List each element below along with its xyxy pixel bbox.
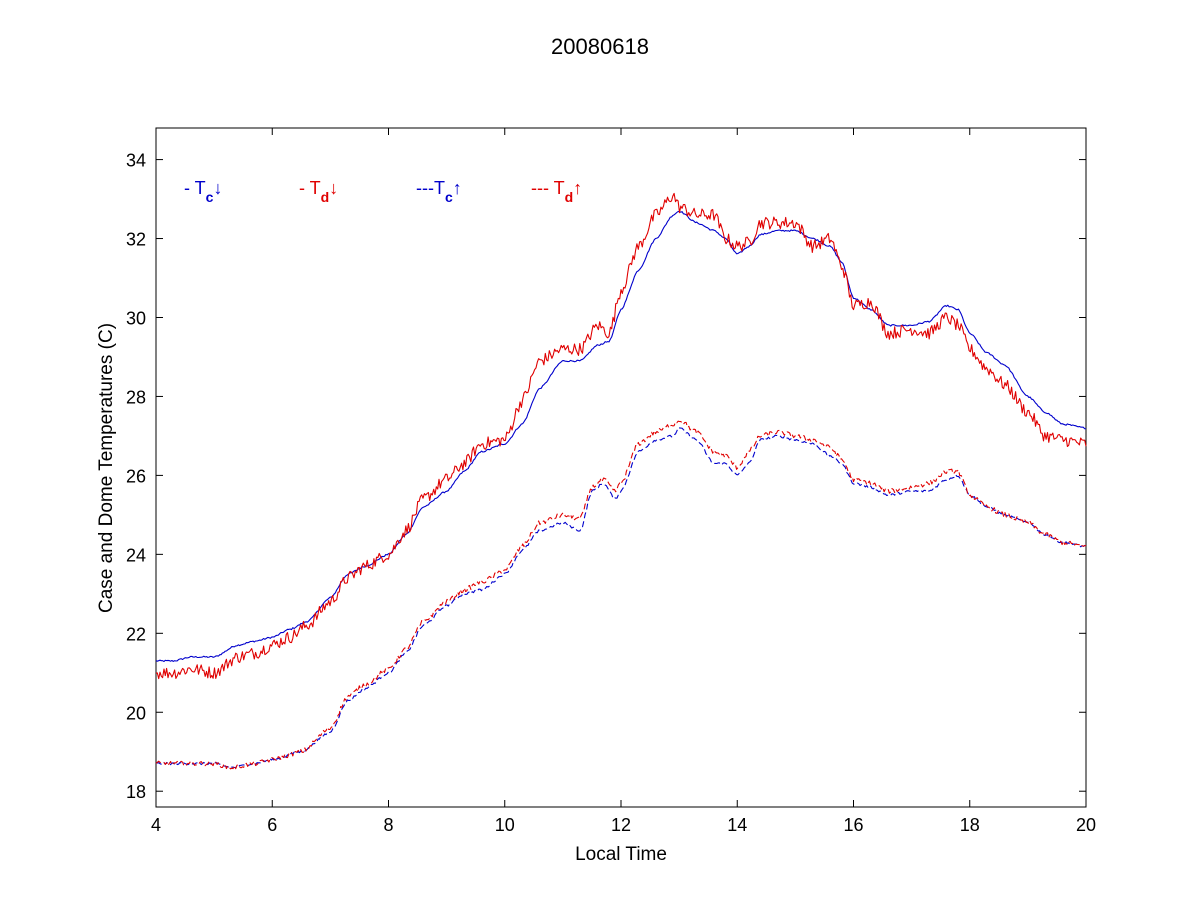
x-tick-label: 8	[383, 815, 393, 835]
x-tick-label: 20	[1076, 815, 1096, 835]
x-tick-label: 4	[151, 815, 161, 835]
y-tick-label: 30	[126, 308, 146, 328]
x-tick-label: 18	[960, 815, 980, 835]
y-tick-label: 34	[126, 151, 146, 171]
x-tick-label: 6	[267, 815, 277, 835]
legend-entry: ---Tc↑	[416, 178, 462, 205]
x-tick-label: 16	[843, 815, 863, 835]
series-layer	[155, 192, 1087, 770]
legend-entry: --- Td↑	[531, 178, 582, 205]
tick-layer: 4 6 8 10 12 14 16 18 20 18 20 22 24 26 28 30 32 34	[126, 128, 1096, 835]
y-tick-label: 26	[126, 466, 146, 486]
plot-frame	[155, 127, 1087, 808]
x-axis-label: Local Time	[575, 844, 667, 865]
x-tick-label: 14	[727, 815, 747, 835]
x-tick-label: 10	[495, 815, 515, 835]
series-line-tc_down	[155, 210, 1087, 663]
y-tick-label: 24	[126, 545, 146, 565]
y-axis-label: Case and Dome Temperatures (C)	[96, 323, 117, 613]
series-line-td_down	[155, 192, 1087, 680]
x-tick-label: 12	[611, 815, 631, 835]
legend: - Tc↓ - Td↓ ---Tc↑ --- Td↑	[184, 178, 582, 205]
y-tick-label: 22	[126, 624, 146, 644]
legend-entry: - Td↓	[299, 178, 338, 205]
legend-entry: - Tc↓	[184, 178, 222, 205]
y-tick-label: 18	[126, 782, 146, 802]
chart-title: 20080618	[551, 34, 649, 59]
y-tick-label: 28	[126, 387, 146, 407]
y-tick-label: 20	[126, 703, 146, 723]
y-tick-label: 32	[126, 230, 146, 250]
series-line-td_up	[155, 420, 1087, 770]
